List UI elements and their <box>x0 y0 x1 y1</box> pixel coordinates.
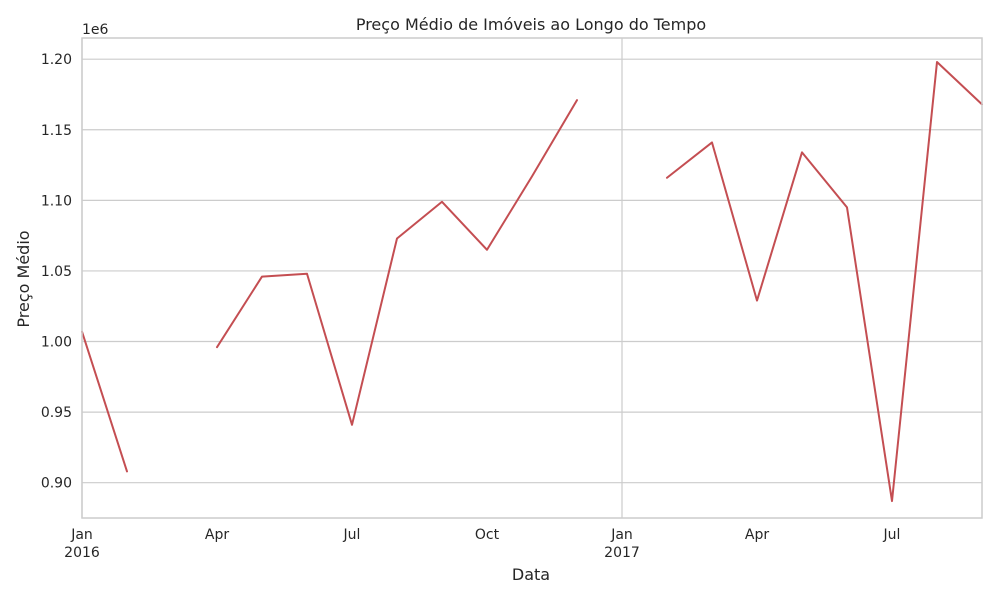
y-offset-text: 1e6 <box>82 22 109 38</box>
y-axis-label: Preço Médio <box>14 230 33 327</box>
grid-lines <box>81 38 982 518</box>
x-axis-label: Data <box>512 565 550 584</box>
y-tick-label: 1.00 <box>41 335 72 351</box>
x-tick-label: Oct <box>475 527 500 543</box>
x-tick-labels: Jan 2016 Apr Jul Oct Jan 2017 Apr Jul <box>64 527 900 561</box>
x-tick-sublabel: 2017 <box>604 545 640 561</box>
series-line-segment <box>81 330 128 473</box>
series-layer <box>81 61 983 503</box>
y-tick-label: 0.95 <box>41 405 72 421</box>
chart-title: Preço Médio de Imóveis ao Longo do Tempo <box>356 15 706 34</box>
x-tick-sublabel: 2016 <box>64 545 100 561</box>
y-tick-label: 1.05 <box>41 264 72 280</box>
x-tick-label: Jan <box>610 527 633 543</box>
series-line-segment <box>216 99 578 426</box>
x-tick-label: Jul <box>343 527 361 543</box>
x-tick-label: Apr <box>745 527 769 543</box>
y-tick-labels: 0.90 0.95 1.00 1.05 1.10 1.15 1.20 <box>41 52 72 492</box>
x-tick-label: Jan <box>70 527 93 543</box>
y-tick-label: 1.15 <box>41 123 72 139</box>
plot-frame <box>81 37 983 519</box>
y-tick-label: 0.90 <box>41 476 72 492</box>
y-tick-label: 1.20 <box>41 52 72 68</box>
x-tick-label: Apr <box>205 527 229 543</box>
y-tick-label: 1.10 <box>41 193 72 209</box>
series-line-segment <box>666 61 983 503</box>
x-tick-label: Jul <box>883 527 901 543</box>
